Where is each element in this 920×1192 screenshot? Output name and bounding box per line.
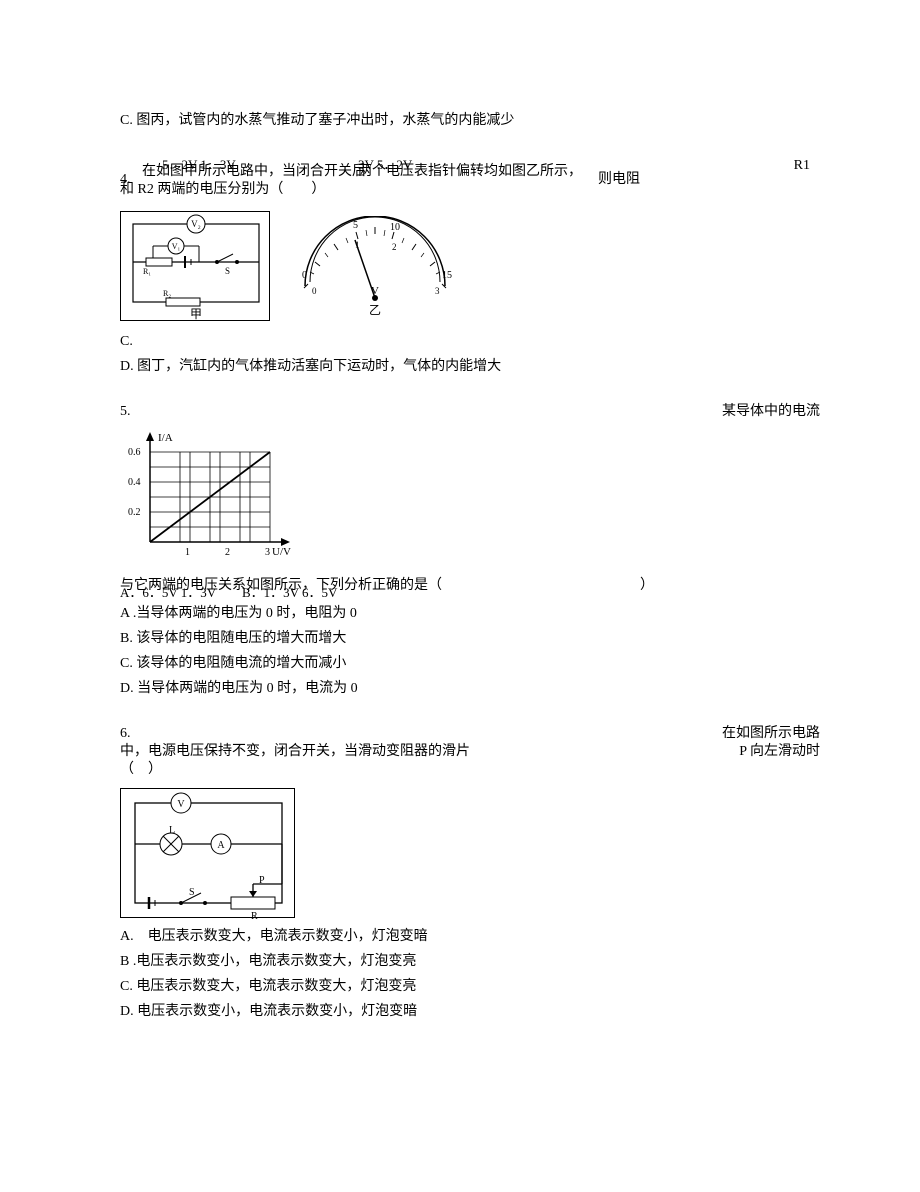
svg-text:R: R (251, 911, 258, 919)
svg-text:S: S (189, 887, 195, 898)
q5-number: 5. (120, 404, 131, 419)
svg-text:2: 2 (392, 242, 397, 252)
svg-text:0.6: 0.6 (128, 447, 141, 458)
q4-circuit-figure: V₂ V₁ R₁ S (120, 211, 270, 321)
q4-block: 4. 在如图甲所示电路中，当闭合开关后 5．2V 1．3V 3V 5．2V 两个… (120, 155, 800, 377)
svg-text:0: 0 (312, 286, 317, 296)
svg-text:U/V: U/V (272, 546, 291, 558)
q3-option-c-dup: C. (120, 331, 800, 352)
q5-block: 5. 某导体中的电流 (120, 401, 800, 699)
svg-text:I/A: I/A (158, 432, 173, 444)
q6-stem-right2: P 向左滑动时 (739, 741, 820, 762)
q6-circuit-figure: V L A S P (120, 788, 295, 918)
svg-text:A: A (217, 840, 225, 851)
q6-block: 6. 在如图所示电路 中，电源电压保持不变，闭合开关，当滑动变阻器的滑片 P 向… (120, 723, 800, 1022)
q6-option-a: A. 电压表示数变大，电流表示数变小，灯泡变暗 (120, 926, 800, 947)
q5-stem-right: 某导体中的电流 (722, 401, 820, 422)
svg-text:1: 1 (185, 547, 190, 558)
q6-stem-a: 中，电源电压保持不变，闭合开关，当滑动变阻器的滑片 (120, 744, 470, 759)
svg-text:2: 2 (225, 547, 230, 558)
svg-text:0.4: 0.4 (128, 477, 141, 488)
q6-option-c: C. 电压表示数变大，电流表示数变大，灯泡变亮 (120, 976, 800, 997)
svg-text:P: P (259, 875, 265, 886)
svg-text:3: 3 (435, 286, 440, 296)
q5-option-d: D. 当导体两端的电压为 0 时，电流为 0 (120, 678, 800, 699)
svg-text:R₁: R₁ (143, 267, 151, 276)
svg-text:R₂: R₂ (163, 289, 171, 298)
q3-option-d: D. 图丁，汽缸内的气体推动活塞向下运动时，气体的内能增大 (120, 356, 800, 377)
q4-r1: R1 (794, 155, 810, 176)
q5-graph-figure: I/A U/V 0.6 0.4 0.2 1 2 3 (120, 427, 300, 567)
q6-option-b: B .电压表示数变小，电流表示数变大，灯泡变亮 (120, 951, 800, 972)
q4-option-a-overlay: A．6．5V 1．3V B．1．3V 6．5V (120, 585, 337, 600)
q5-option-c: C. 该导体的电阻随电流的增大而减小 (120, 653, 800, 674)
q4-stem-c: 则电阻 (598, 169, 640, 190)
svg-text:5: 5 (353, 220, 358, 231)
svg-text:0: 0 (302, 270, 307, 281)
svg-text:S: S (225, 266, 230, 276)
q5-option-b: B. 该导体的电阻随电压的增大而增大 (120, 628, 800, 649)
q4-stem-d: 和 R2 两端的电压分别为（ ） (120, 179, 325, 200)
svg-text:甲: 甲 (190, 307, 202, 321)
svg-text:乙: 乙 (369, 303, 381, 316)
svg-text:15: 15 (442, 270, 452, 281)
svg-text:L: L (169, 825, 175, 836)
q4-meter-figure: 0 5 10 15 0 1 2 3 V 乙 (290, 216, 460, 316)
q4-overlay1: 5．2V 1．3V (162, 155, 236, 175)
svg-text:0.2: 0.2 (128, 507, 141, 518)
q3-option-c: C. 图丙，试管内的水蒸气推动了塞子冲出时，水蒸气的内能减少 (120, 110, 800, 131)
svg-text:V₁: V₁ (172, 242, 181, 251)
v2-label: V₂ (191, 219, 201, 229)
q4-stem-b: 两个电压表指针偏转均如图乙所示， (358, 161, 582, 182)
q6-option-d: D. 电压表示数变小，电流表示数变小，灯泡变暗 (120, 1001, 800, 1022)
svg-text:V: V (177, 799, 185, 810)
svg-text:V: V (371, 285, 379, 297)
q5-option-a: A .当导体两端的电压为 0 时，电阻为 0 (120, 603, 800, 624)
svg-text:10: 10 (390, 222, 400, 233)
svg-text:3: 3 (265, 547, 270, 558)
q6-number: 6. (120, 726, 131, 741)
q6-stem-b: （ ） (120, 759, 800, 780)
